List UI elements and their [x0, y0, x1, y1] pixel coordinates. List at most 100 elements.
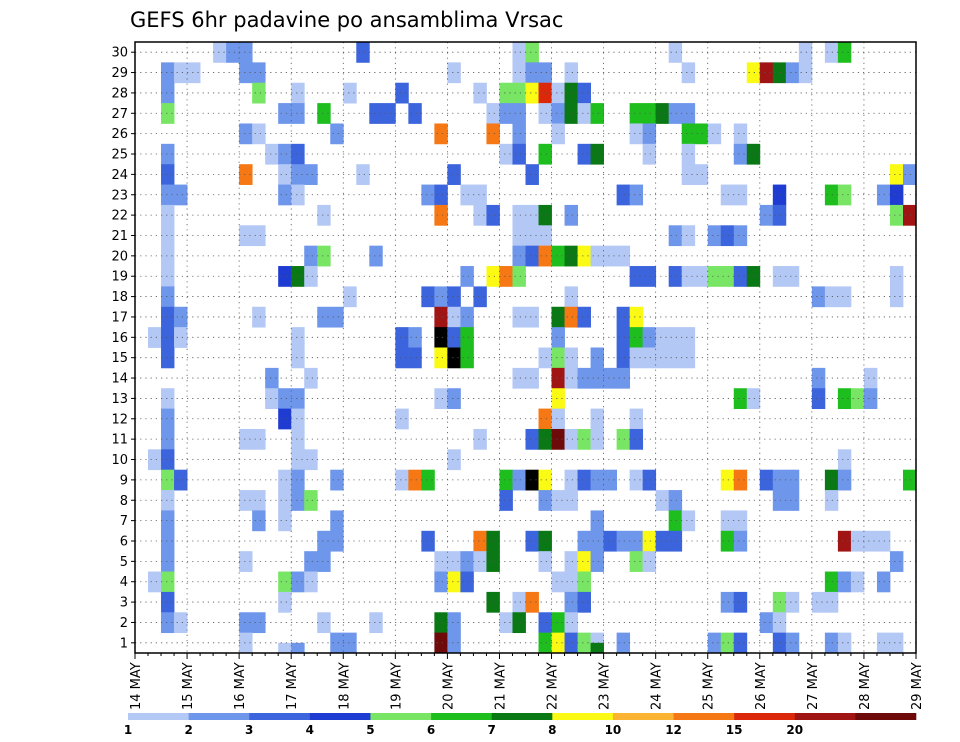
- data-cell: [629, 184, 644, 206]
- data-cell: [538, 245, 552, 267]
- data-cell: [161, 266, 175, 287]
- data-cell: [720, 266, 735, 287]
- data-cell: [460, 306, 474, 328]
- data-cell: [551, 490, 565, 511]
- data-cell: [369, 612, 383, 634]
- data-cell: [889, 551, 904, 572]
- data-cell: [447, 388, 461, 409]
- data-cell: [564, 347, 578, 369]
- data-cell: [538, 225, 552, 247]
- y-tick-label: 28: [111, 86, 128, 101]
- data-cell: [239, 164, 253, 185]
- data-cell: [408, 103, 422, 124]
- y-tick-label: 23: [111, 188, 128, 203]
- data-cell: [876, 632, 891, 654]
- data-cell: [291, 164, 305, 185]
- data-cell: [707, 632, 722, 654]
- data-cell: [655, 530, 670, 552]
- x-tick-label: 27 MAY: [806, 662, 821, 710]
- colorbar-segment: [431, 713, 492, 720]
- data-cell: [551, 571, 565, 593]
- data-cell: [720, 225, 735, 247]
- data-cell: [785, 632, 800, 654]
- colorbar-segment: [370, 713, 432, 720]
- data-cell: [577, 551, 591, 572]
- data-cell: [642, 266, 657, 287]
- data-cell: [291, 184, 305, 206]
- data-cell: [837, 388, 852, 409]
- data-cell: [590, 530, 604, 552]
- y-tick-label: 25: [111, 148, 128, 163]
- data-cell: [538, 408, 552, 430]
- data-cell: [434, 388, 448, 409]
- data-cell: [317, 530, 331, 552]
- data-cell: [733, 225, 748, 247]
- data-cell: [174, 62, 188, 84]
- data-cell: [447, 327, 461, 348]
- data-cell: [733, 632, 748, 654]
- data-cell: [291, 490, 305, 511]
- data-cell: [473, 428, 487, 450]
- data-cell: [603, 469, 618, 491]
- data-cell: [434, 632, 448, 654]
- data-cell: [525, 204, 539, 226]
- y-axis: 1234567891011121314151617181920212223242…: [111, 46, 135, 651]
- data-cell: [278, 490, 292, 511]
- y-tick-label: 8: [120, 494, 128, 509]
- data-cell: [564, 286, 578, 308]
- data-cell: [304, 164, 318, 185]
- data-cell: [447, 449, 461, 471]
- data-cell: [629, 306, 644, 328]
- data-cell: [434, 612, 448, 634]
- colorbar-label: 8: [548, 723, 556, 737]
- data-cell: [408, 469, 422, 491]
- data-cell: [252, 62, 266, 84]
- data-cell: [447, 306, 461, 328]
- data-cell: [889, 286, 904, 308]
- data-cell: [330, 632, 344, 654]
- data-cell: [850, 571, 865, 593]
- data-cell: [889, 266, 904, 287]
- x-tick-label: 23 MAY: [598, 662, 613, 710]
- data-cell: [720, 184, 735, 206]
- data-cell: [590, 469, 604, 491]
- data-cell: [564, 551, 578, 572]
- colorbar-segment: [188, 713, 250, 720]
- data-cell: [304, 266, 318, 287]
- data-cell: [902, 204, 917, 226]
- data-cell: [616, 327, 631, 348]
- data-cell: [564, 612, 578, 634]
- data-cell: [551, 632, 565, 654]
- data-cell: [590, 347, 604, 369]
- data-cell: [161, 469, 175, 491]
- data-cell: [629, 327, 644, 348]
- data-cell: [499, 612, 513, 634]
- colorbar-segment: [552, 713, 614, 720]
- data-cell: [447, 571, 461, 593]
- data-cell: [577, 82, 591, 104]
- data-cell: [694, 266, 709, 287]
- data-cell: [564, 367, 578, 389]
- data-cell: [161, 510, 175, 532]
- data-cell: [785, 469, 800, 491]
- x-tick-label: 25 MAY: [702, 662, 717, 710]
- data-cell: [655, 327, 670, 348]
- data-cell: [642, 551, 657, 572]
- data-cell: [824, 632, 839, 654]
- data-cell: [512, 367, 526, 389]
- data-cell: [590, 245, 604, 267]
- data-cell: [642, 103, 657, 124]
- data-cell: [161, 571, 175, 593]
- data-cell: [837, 286, 852, 308]
- data-cell: [876, 184, 891, 206]
- data-cell: [590, 551, 604, 572]
- data-cell: [876, 530, 891, 552]
- data-cell: [577, 367, 591, 389]
- data-cell: [772, 632, 787, 654]
- data-cell: [538, 428, 552, 450]
- data-cell: [343, 82, 357, 104]
- data-cell: [161, 530, 175, 552]
- colorbar-segment: [309, 713, 371, 720]
- data-cell: [421, 184, 435, 206]
